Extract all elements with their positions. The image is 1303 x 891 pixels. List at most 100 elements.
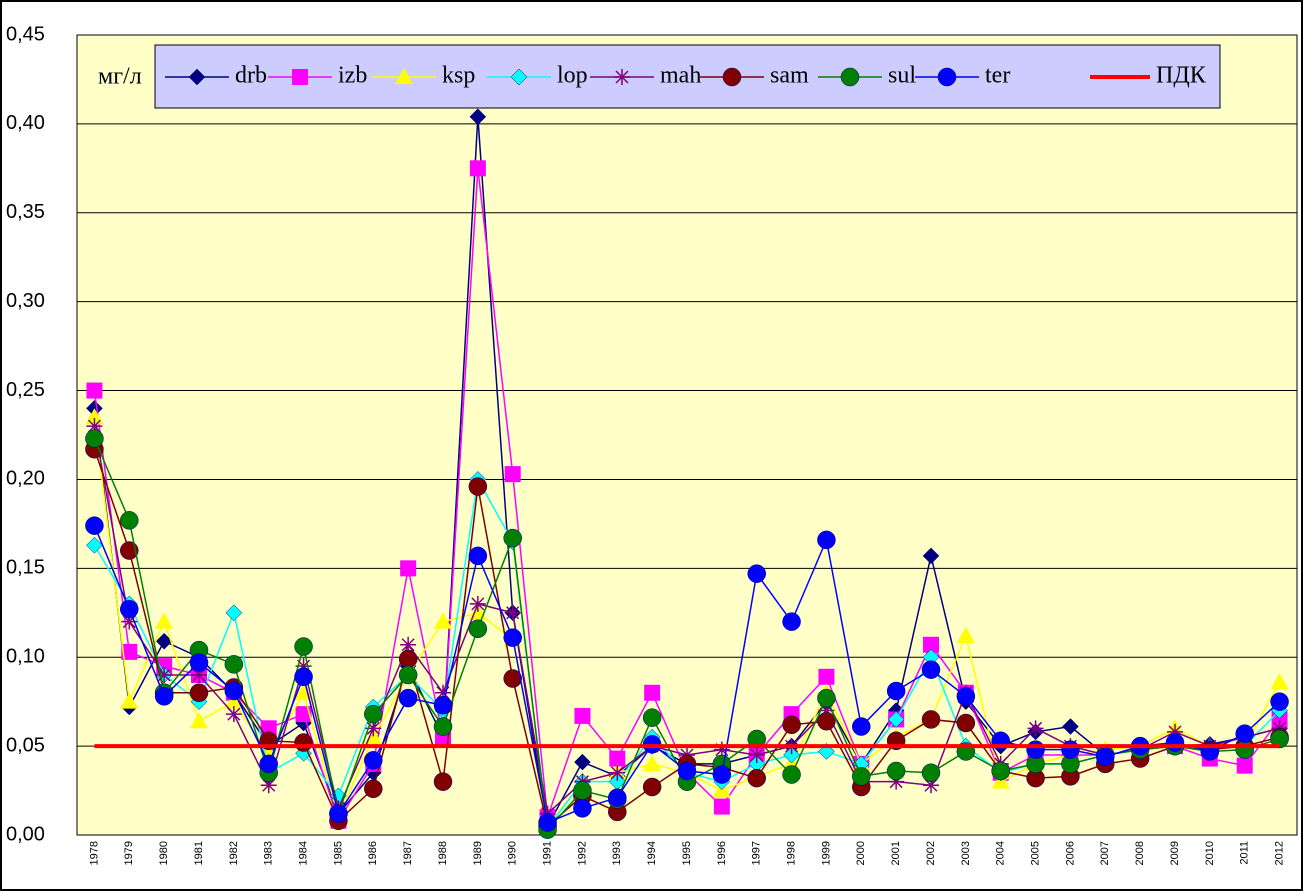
point	[398, 688, 418, 708]
x-tick-label: 2009	[1169, 841, 1181, 865]
x-tick-label: 2008	[1134, 841, 1146, 865]
x-tick-label: 2011	[1239, 841, 1251, 865]
y-tick-label: 0,00	[6, 823, 45, 845]
point	[609, 764, 626, 781]
point	[956, 687, 976, 706]
point	[154, 687, 174, 706]
x-tick-label: 1989	[472, 841, 484, 865]
x-tick-label: 2007	[1099, 841, 1111, 865]
point	[609, 750, 626, 767]
legend-marker	[510, 68, 528, 86]
x-tick-label: 2012	[1273, 841, 1285, 865]
x-tick-label: 1979	[123, 841, 135, 865]
point	[120, 511, 139, 530]
point	[504, 604, 521, 621]
point	[295, 658, 312, 675]
point	[120, 692, 139, 709]
x-tick-label: 1988	[437, 841, 449, 865]
legend-label: ПДК	[1156, 63, 1207, 89]
point	[468, 477, 488, 496]
point	[1096, 747, 1115, 767]
point	[86, 382, 103, 399]
point	[85, 516, 104, 535]
point	[435, 684, 451, 701]
point	[190, 712, 208, 729]
legend-label: ter	[985, 63, 1010, 89]
point	[922, 547, 940, 565]
x-tick-label: 1978	[88, 841, 100, 865]
point	[573, 799, 592, 818]
point	[400, 560, 417, 577]
legend	[154, 44, 1221, 109]
x-tick-label: 1998	[785, 841, 797, 865]
legend-label: lop	[557, 63, 588, 89]
point	[295, 706, 312, 723]
point	[86, 536, 103, 554]
point	[1236, 757, 1253, 774]
point	[433, 695, 453, 715]
point	[818, 668, 835, 685]
point	[156, 667, 173, 683]
point	[1235, 740, 1254, 759]
point	[86, 418, 103, 435]
x-tick-label: 1987	[402, 841, 414, 865]
point	[643, 754, 662, 771]
point	[364, 751, 383, 770]
point	[956, 626, 975, 643]
legend-marker	[840, 67, 860, 87]
point	[398, 649, 418, 669]
point	[224, 692, 243, 709]
point	[260, 720, 277, 737]
x-tick-label: 1997	[751, 841, 763, 865]
point	[818, 702, 835, 719]
legend-label: ksp	[442, 63, 475, 89]
point	[225, 604, 243, 622]
point	[398, 665, 418, 685]
point	[1062, 718, 1079, 735]
point	[713, 798, 730, 815]
legend-marker	[937, 67, 957, 87]
y-tick-label: 0,40	[6, 112, 45, 134]
legend-marker	[188, 68, 206, 86]
point	[713, 741, 730, 758]
point	[121, 643, 138, 660]
x-tick-label: 1984	[297, 841, 309, 865]
y-tick-label: 0,30	[6, 290, 45, 312]
x-tick-label: 1982	[228, 841, 240, 865]
point	[817, 688, 836, 708]
point	[365, 720, 382, 737]
legend-marker	[395, 68, 413, 84]
point	[887, 711, 905, 728]
legend-marker	[614, 69, 630, 85]
point	[294, 733, 313, 752]
point	[433, 717, 453, 736]
point	[468, 546, 488, 566]
point	[503, 628, 522, 647]
point	[817, 711, 836, 731]
x-tick-label: 2010	[1204, 841, 1216, 865]
x-tick-label: 2001	[890, 841, 902, 865]
point	[748, 747, 765, 763]
point	[574, 707, 591, 724]
point	[224, 655, 244, 674]
point	[888, 773, 905, 790]
point	[817, 530, 836, 550]
x-tick-label: 2002	[925, 841, 937, 865]
point	[574, 753, 591, 771]
x-tick-label: 2003	[960, 841, 972, 865]
y-tick-label: 0,45	[6, 23, 45, 45]
point	[1165, 733, 1185, 752]
x-tick-label: 1980	[158, 841, 170, 865]
point	[503, 669, 522, 688]
x-tick-label: 1986	[367, 841, 379, 865]
point	[259, 754, 278, 774]
point	[921, 763, 941, 783]
legend-label: sul	[888, 63, 916, 89]
point	[573, 781, 592, 800]
point	[782, 612, 801, 631]
x-tick-label: 2004	[995, 841, 1007, 865]
point	[224, 681, 244, 701]
point	[1061, 740, 1080, 759]
point	[225, 706, 242, 723]
